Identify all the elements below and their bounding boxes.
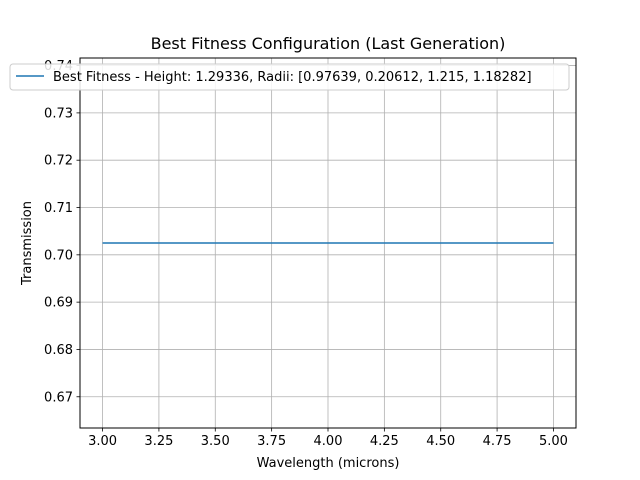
y-tick-label: 0.67 [44,390,73,405]
x-tick-label: 3.00 [88,434,117,449]
y-tick-label: 0.73 [44,106,73,121]
grid [80,58,576,428]
x-tick-label: 4.00 [314,434,343,449]
y-tick-label: 0.68 [44,343,73,358]
x-axis-ticks: 3.00 3.25 3.50 3.75 4.00 4.25 4.50 4.75 5.00 [88,428,568,449]
legend: Best Fitness - Height: 1.29336, Radii: [… [9,63,570,91]
x-axis-label: Wavelength (microns) [257,456,400,471]
y-axis-ticks: 0.670.680.690.700.710.720.730.74 [44,59,80,405]
y-tick-label: 0.70 [44,248,73,263]
y-tick-label: 0.69 [44,296,73,311]
y-tick-label: 0.71 [44,201,73,216]
x-tick-label: 3.50 [201,434,230,449]
x-tick-label: 4.75 [483,434,512,449]
y-tick-label: 0.72 [44,154,73,169]
x-tick-label: 3.75 [257,434,286,449]
x-tick-label: 5.00 [539,434,568,449]
x-tick-label: 4.50 [426,434,455,449]
chart-title: Best Fitness Configuration (Last Generat… [151,34,506,53]
x-tick-label: 3.25 [144,434,173,449]
x-tick-label: 4.25 [370,434,399,449]
legend-box [9,63,570,91]
y-axis-label: Transmission [20,201,35,286]
legend-label: Best Fitness - Height: 1.29336, Radii: [… [53,70,532,85]
